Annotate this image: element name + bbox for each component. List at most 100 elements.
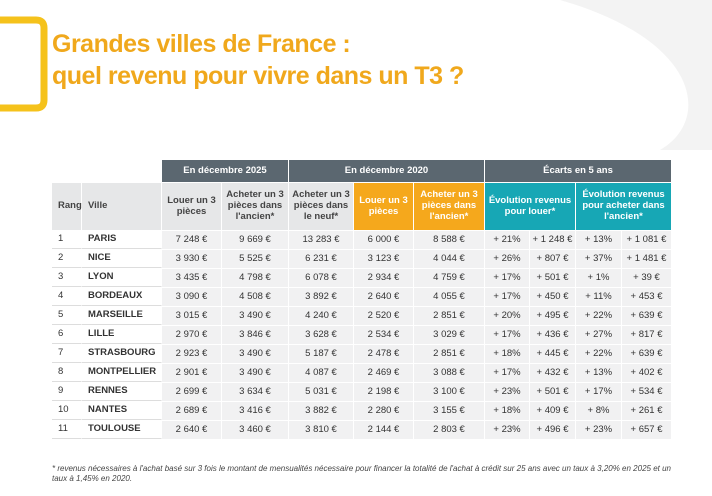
value-cell: 4 087 € — [289, 364, 354, 382]
value-cell: 3 435 € — [162, 269, 222, 287]
city: PARIS — [82, 231, 162, 249]
value-cell: + 37% — [576, 250, 622, 268]
value-cell: 3 015 € — [162, 307, 222, 325]
value-cell: + 639 € — [622, 307, 672, 325]
rank: 11 — [52, 421, 82, 439]
value-cell: 4 044 € — [414, 250, 485, 268]
rank: 10 — [52, 402, 82, 420]
value-cell: + 639 € — [622, 345, 672, 363]
value-cell: + 534 € — [622, 383, 672, 401]
rank: 7 — [52, 345, 82, 363]
value-cell: 4 240 € — [289, 307, 354, 325]
value-cell: 2 144 € — [354, 421, 414, 439]
value-cell: + 39 € — [622, 269, 672, 287]
value-cell: 3 634 € — [222, 383, 289, 401]
value-cell: + 1 481 € — [622, 250, 672, 268]
value-cell: 4 055 € — [414, 288, 485, 306]
value-cell: + 432 € — [530, 364, 576, 382]
value-cell: + 436 € — [530, 326, 576, 344]
rank: 8 — [52, 364, 82, 382]
column-header: Évolution revenus pour acheter dans l'an… — [576, 183, 672, 230]
value-cell: + 17% — [485, 288, 530, 306]
city: NICE — [82, 250, 162, 268]
value-cell: 3 416 € — [222, 402, 289, 420]
value-cell: 3 490 € — [222, 364, 289, 382]
value-cell: 5 187 € — [289, 345, 354, 363]
group-header: En décembre 2025 — [162, 160, 289, 182]
city: NANTES — [82, 402, 162, 420]
value-cell: + 495 € — [530, 307, 576, 325]
value-cell: 4 798 € — [222, 269, 289, 287]
value-cell: 3 882 € — [289, 402, 354, 420]
group-header: Écarts en 5 ans — [485, 160, 672, 182]
column-header: Acheter un 3 pièces dans l'ancien* — [222, 183, 289, 230]
value-cell: 3 100 € — [414, 383, 485, 401]
value-cell: + 21% — [485, 231, 530, 249]
value-cell: + 1 081 € — [622, 231, 672, 249]
value-cell: 2 934 € — [354, 269, 414, 287]
column-header: Louer un 3 pièces — [162, 183, 222, 230]
value-cell: + 13% — [576, 231, 622, 249]
value-cell: 2 970 € — [162, 326, 222, 344]
value-cell: 3 930 € — [162, 250, 222, 268]
city: LILLE — [82, 326, 162, 344]
value-cell: 2 803 € — [414, 421, 485, 439]
value-cell: + 22% — [576, 345, 622, 363]
value-cell: 3 155 € — [414, 402, 485, 420]
value-cell: 6 000 € — [354, 231, 414, 249]
value-cell: 2 280 € — [354, 402, 414, 420]
value-cell: 2 901 € — [162, 364, 222, 382]
rank: 1 — [52, 231, 82, 249]
column-header: Rang — [52, 183, 82, 230]
value-cell: + 18% — [485, 402, 530, 420]
title: quel revenu pour vivre dans un T3 ? — [52, 62, 464, 90]
value-cell: + 501 € — [530, 269, 576, 287]
value-cell: 4 759 € — [414, 269, 485, 287]
value-cell: + 13% — [576, 364, 622, 382]
value-cell: 3 460 € — [222, 421, 289, 439]
value-cell: 2 640 € — [354, 288, 414, 306]
value-cell: + 496 € — [530, 421, 576, 439]
value-cell: 9 669 € — [222, 231, 289, 249]
value-cell: + 445 € — [530, 345, 576, 363]
value-cell: 3 628 € — [289, 326, 354, 344]
value-cell: + 17% — [485, 269, 530, 287]
group-header: En décembre 2020 — [289, 160, 485, 182]
value-cell: + 409 € — [530, 402, 576, 420]
value-cell: + 657 € — [622, 421, 672, 439]
column-header: Ville — [82, 183, 162, 230]
rank: 5 — [52, 307, 82, 325]
value-cell: + 20% — [485, 307, 530, 325]
column-header: Acheter un 3 pièces dans l'ancien* — [414, 183, 485, 230]
value-cell: + 450 € — [530, 288, 576, 306]
rank: 9 — [52, 383, 82, 401]
value-cell: 4 508 € — [222, 288, 289, 306]
value-cell: + 17% — [576, 383, 622, 401]
value-cell: + 23% — [576, 421, 622, 439]
column-header: Louer un 3 pièces — [354, 183, 414, 230]
value-cell: + 453 € — [622, 288, 672, 306]
value-cell: 3 088 € — [414, 364, 485, 382]
column-header: Évolution revenus pour louer* — [485, 183, 576, 230]
value-cell: + 27% — [576, 326, 622, 344]
value-cell: 2 640 € — [162, 421, 222, 439]
value-cell: 6 231 € — [289, 250, 354, 268]
value-cell: 2 520 € — [354, 307, 414, 325]
value-cell: 2 923 € — [162, 345, 222, 363]
value-cell: 3 490 € — [222, 345, 289, 363]
value-cell: + 807 € — [530, 250, 576, 268]
value-cell: 2 198 € — [354, 383, 414, 401]
rank: 4 — [52, 288, 82, 306]
value-cell: 2 469 € — [354, 364, 414, 382]
footnote: * revenus nécessaires à l'achat basé sur… — [52, 464, 671, 484]
rank: 6 — [52, 326, 82, 344]
city: STRASBOURG — [82, 345, 162, 363]
value-cell: 3 810 € — [289, 421, 354, 439]
city: MARSEILLE — [82, 307, 162, 325]
value-cell: + 817 € — [622, 326, 672, 344]
value-cell: 2 851 € — [414, 307, 485, 325]
city: TOULOUSE — [82, 421, 162, 439]
value-cell: + 22% — [576, 307, 622, 325]
